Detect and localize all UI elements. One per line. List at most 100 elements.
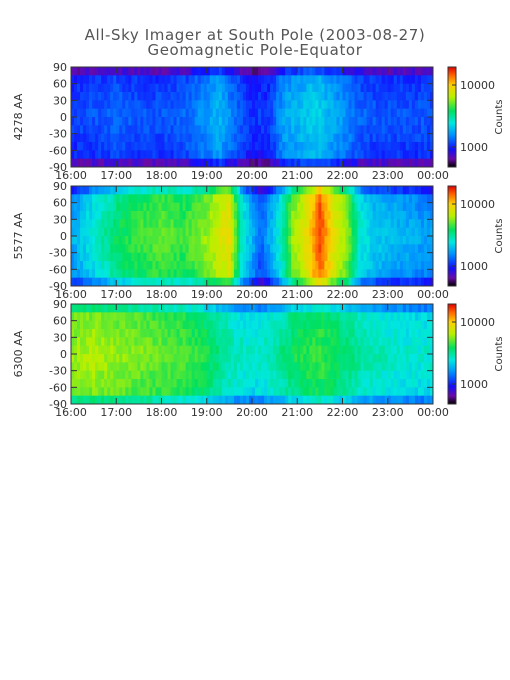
heat-cell — [125, 117, 129, 126]
heat-cell — [173, 158, 177, 168]
heat-cell — [348, 395, 352, 405]
heat-cell — [170, 387, 174, 397]
heat-cell — [288, 354, 292, 363]
heat-cell — [429, 345, 434, 355]
heat-cell — [74, 211, 78, 220]
heat-cell — [122, 362, 126, 372]
heat-cell — [128, 395, 132, 405]
heat-cell — [306, 158, 310, 168]
heat-cell — [363, 236, 368, 245]
heat-cell — [366, 100, 371, 110]
heat-cell — [312, 150, 316, 160]
heat-cell — [381, 194, 386, 204]
heat-cell — [212, 202, 217, 212]
heat-cell — [405, 395, 410, 405]
heat-cell — [74, 304, 78, 313]
heat-cell — [366, 75, 371, 85]
heat-cell — [303, 304, 307, 313]
heat-cell — [261, 345, 265, 355]
heat-cell — [83, 362, 87, 372]
heat-cell — [351, 320, 355, 330]
heat-cell — [303, 67, 307, 76]
heat-cell — [339, 100, 343, 110]
heat-cell — [369, 370, 374, 380]
heat-cell — [354, 211, 358, 220]
heat-cell — [387, 75, 392, 85]
heat-cell — [89, 75, 93, 85]
heat-cell — [375, 252, 380, 262]
heat-cell — [185, 244, 190, 254]
heat-cell — [351, 329, 355, 338]
heat-cell — [131, 269, 135, 279]
heat-cell — [179, 211, 184, 220]
heat-cell — [113, 158, 117, 168]
heat-cell — [372, 395, 377, 405]
heat-cell — [107, 219, 111, 229]
heat-cell — [164, 83, 168, 93]
heat-cell — [294, 158, 298, 168]
heat-cell — [212, 108, 217, 118]
heat-cell — [426, 83, 431, 93]
heat-cell — [423, 100, 428, 110]
heat-cell — [369, 277, 374, 287]
heat-cell — [116, 150, 120, 160]
heat-cell — [116, 117, 120, 126]
heat-cell — [393, 67, 398, 76]
heat-cell — [242, 362, 247, 372]
heat-cell — [375, 83, 380, 93]
heat-cell — [315, 329, 319, 338]
heat-cell — [116, 83, 120, 93]
heat-cell — [408, 337, 413, 347]
heat-cell — [212, 354, 217, 363]
heat-cell — [333, 150, 337, 160]
heat-cell — [372, 67, 377, 76]
colorbar-label: Counts — [494, 100, 505, 135]
heat-cell — [113, 329, 117, 338]
heat-cell — [420, 227, 425, 237]
heat-cell — [125, 387, 129, 397]
heat-cell — [92, 202, 96, 212]
heat-cell — [167, 100, 171, 110]
heat-cell — [372, 244, 377, 254]
heat-cell — [110, 133, 114, 143]
heat-cell — [375, 261, 380, 270]
heat-cell — [197, 244, 202, 254]
heat-cell — [149, 227, 153, 237]
heat-cell — [146, 108, 150, 118]
heat-cell — [95, 395, 99, 405]
heat-cell — [417, 236, 422, 245]
heat-cell — [128, 329, 132, 338]
heat-cell — [408, 117, 413, 126]
heat-cell — [89, 92, 93, 101]
heat-cell — [77, 312, 81, 322]
heat-cell — [339, 219, 343, 229]
heat-cell — [245, 186, 250, 195]
heat-cell — [426, 312, 431, 322]
heat-cell — [200, 142, 205, 151]
heat-cell — [375, 320, 380, 330]
heat-cell — [98, 211, 102, 220]
heat-cell — [248, 304, 253, 313]
heat-cell — [351, 125, 355, 135]
heat-cell — [393, 261, 398, 270]
heat-cell — [161, 125, 165, 135]
heat-cell — [429, 158, 434, 168]
heat-cell — [387, 395, 392, 405]
heat-cell — [104, 244, 108, 254]
heat-cell — [426, 329, 431, 338]
heat-cell — [393, 362, 398, 372]
heat-cell — [128, 277, 132, 287]
heat-cell — [119, 252, 123, 262]
heat-cell — [86, 83, 90, 93]
heat-cell — [227, 320, 232, 330]
heat-cell — [261, 117, 265, 126]
heat-cell — [342, 186, 346, 195]
heat-cell — [396, 370, 401, 380]
heat-cell — [342, 261, 346, 270]
heat-cell — [408, 211, 413, 220]
heat-cell — [131, 92, 135, 101]
heat-cell — [288, 304, 292, 313]
heat-cell — [276, 125, 280, 135]
heat-cell — [107, 379, 111, 388]
heat-cell — [245, 277, 250, 287]
